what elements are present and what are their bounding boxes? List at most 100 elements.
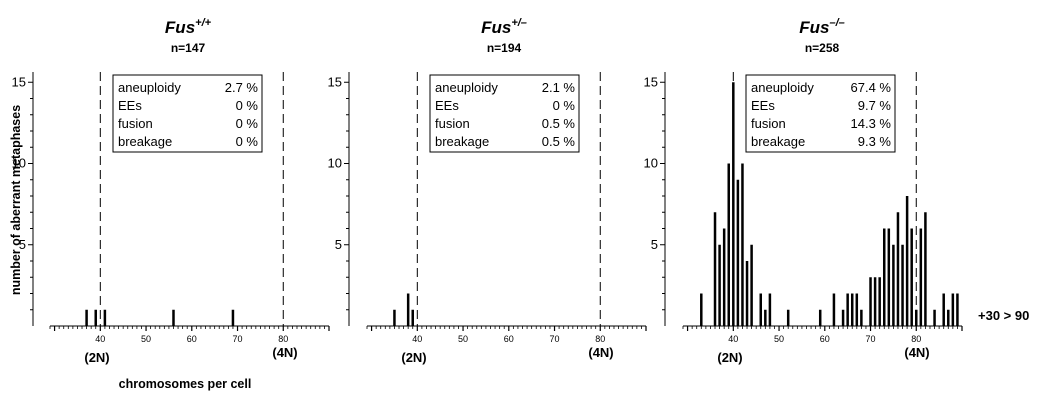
stat-label: EEs [118,98,142,113]
stat-label: fusion [435,116,470,131]
histogram-bar [924,212,927,326]
stats-box: aneuploidy 2.1 % EEs 0 % fusion 0.5 % br… [429,74,580,153]
histogram-bar [231,309,235,326]
stat-value: 9.7 % [858,98,892,113]
ploidy-label-2n: (2N) [401,350,426,365]
histogram-bar [818,309,822,326]
histogram-bar [718,244,721,326]
y-tick-label: 5 [19,237,26,252]
stat-value: 0.5 % [542,116,576,131]
x-tick-label: 60 [504,334,514,344]
histogram-bar [741,163,744,326]
x-tick-label: 50 [774,334,784,344]
y-tick-label: 15 [12,74,26,89]
panel-fus-het: Fus+/– n=194 5 10 15 40 50 60 70 80 aneuploidy … [328,17,647,365]
stat-label: aneuploidy [435,80,498,95]
y-tick-label: 15 [644,74,658,89]
stats-box: aneuploidy 67.4 % EEs 9.7 % fusion 14.3 … [745,74,896,153]
y-tick-label: 10 [12,156,26,171]
stat-label: fusion [751,116,786,131]
histogram-bar [910,228,913,326]
ploidy-label-2n: (2N) [84,350,109,365]
plot-area: 5 10 15 40 50 60 70 80 [644,72,963,344]
x-tick-label: 40 [95,334,105,344]
stat-label: breakage [435,134,489,149]
stat-label: aneuploidy [751,80,814,95]
histogram-bar [732,82,735,326]
stats-box-frame [112,74,263,153]
ploidy-label-4n: (4N) [588,345,613,360]
histogram-bar [956,293,959,326]
x-tick-label: 60 [187,334,197,344]
histogram-bar [764,309,767,326]
histogram-bar [905,196,909,326]
stat-value: 0 % [236,116,259,131]
ploidy-label-2n: (2N) [717,350,742,365]
histogram-bar [406,293,410,326]
x-tick-label: 80 [595,334,605,344]
stat-value: 2.7 % [225,80,259,95]
histogram-bar [919,228,923,326]
stat-label: fusion [118,116,153,131]
stat-label: EEs [435,98,459,113]
stats-box-frame [745,74,896,153]
stat-value: 0.5 % [542,134,576,149]
histogram-bar [915,309,918,326]
ploidy-label-4n: (4N) [272,345,297,360]
histogram-bar [411,309,414,326]
stat-label: breakage [751,134,805,149]
histogram-bar [947,309,950,326]
histogram-bar [846,293,849,326]
x-tick-label: 70 [866,334,876,344]
histogram-bar [951,293,955,326]
histogram-bar [869,277,872,326]
histogram-bar [722,228,726,326]
histogram-bar [700,293,703,326]
x-tick-label: 60 [820,334,830,344]
x-tick-label: 70 [233,334,243,344]
histogram-bar [759,293,763,326]
ploidy-label-4n: (4N) [904,345,929,360]
histogram-bar [873,277,877,326]
panel-title: Fus+/+ [165,17,212,37]
panel-subtitle: n=147 [171,41,206,55]
stat-label: EEs [751,98,775,113]
histogram-bar [736,179,740,326]
panel-title: Fus–/– [799,17,845,37]
stat-value: 0 % [236,98,259,113]
histogram-bar [745,261,749,326]
histogram-bar [855,293,859,326]
stat-value: 9.3 % [858,134,892,149]
panel-subtitle: n=194 [487,41,522,55]
histogram-bar [85,309,88,326]
x-tick-label: 50 [141,334,151,344]
histogram-bar [172,309,175,326]
histogram-bar [860,309,863,326]
histogram-bar [832,293,836,326]
stat-value: 2.1 % [542,80,576,95]
histogram-bar [727,163,730,326]
histogram-bar [933,309,936,326]
y-tick-label: 10 [328,156,342,171]
x-tick-label: 40 [728,334,738,344]
panel-fus-ko: Fus–/– n=258 5 10 15 40 50 60 70 80 aneuploidy … [644,17,963,365]
histogram-bar [887,228,891,326]
panel-title: Fus+/– [481,17,527,37]
stat-label: aneuploidy [118,80,181,95]
histogram-bar [786,309,790,326]
y-tick-label: 15 [328,74,342,89]
histogram-bar [713,212,717,326]
histogram-bar [750,244,753,326]
histogram-bar [892,244,895,326]
x-tick-label: 40 [412,334,422,344]
y-tick-label: 5 [651,237,658,252]
histogram-bar [896,212,900,326]
stat-value: 14.3 % [851,116,892,131]
histogram-bar [878,277,881,326]
x-axis-label: chromosomes per cell [119,377,252,391]
y-tick-label: 10 [644,156,658,171]
overflow-label: +30 > 90 [978,308,1029,323]
stat-label: breakage [118,134,172,149]
stat-value: 0 % [553,98,576,113]
histogram-bar [850,293,854,326]
